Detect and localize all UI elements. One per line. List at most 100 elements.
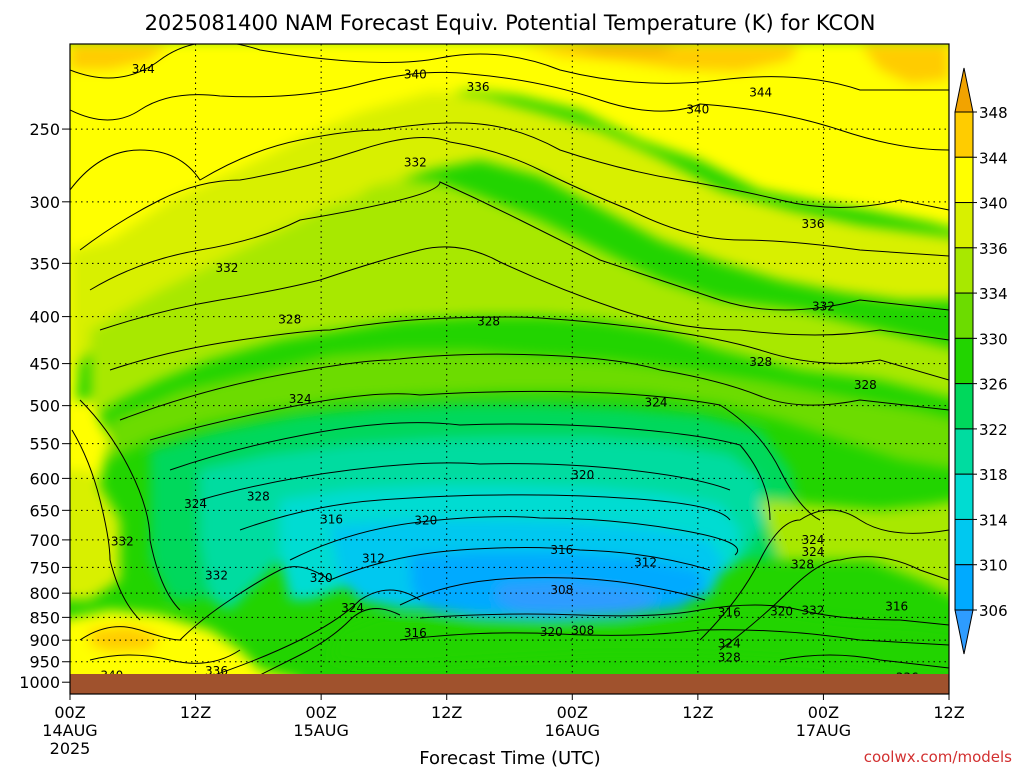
contour-label: 324 <box>184 497 207 511</box>
y-tick-label: 500 <box>29 397 60 416</box>
colorbar-swatch <box>954 473 974 520</box>
band-top-amber <box>560 44 680 52</box>
x-tick-label: 12Z <box>431 703 462 722</box>
contour-label: 320 <box>414 514 437 528</box>
contour-line <box>70 44 949 91</box>
contour-line <box>399 577 706 606</box>
contour-line <box>289 516 738 561</box>
colorbar-tick-label: 306 <box>979 602 1008 620</box>
colorbar-tick-label: 334 <box>979 285 1008 303</box>
contour-label: 328 <box>718 651 741 665</box>
contour-line <box>329 547 711 581</box>
x-tick-label: 00Z <box>808 703 839 722</box>
contour-line <box>419 604 949 626</box>
band-green <box>110 350 949 469</box>
x-tick-year-label: 2025 <box>50 739 91 758</box>
contour-line <box>79 137 949 257</box>
contour-label: 332 <box>404 156 427 170</box>
contour-line <box>71 429 141 621</box>
contour-label: 336 <box>802 217 825 231</box>
contour-label: 344 <box>132 62 155 76</box>
colorbar-tick-label: 330 <box>979 330 1008 348</box>
colorbar-swatch <box>954 428 974 475</box>
contour-label: 340 <box>404 67 427 81</box>
credit-text: coolwx.com/models <box>864 748 1012 766</box>
y-tick-label: 250 <box>29 120 60 139</box>
contour-lines <box>70 44 949 691</box>
band-low-orange <box>90 626 160 652</box>
contour-label: 324 <box>645 395 668 409</box>
x-tick-date-label: 14AUG <box>42 721 97 740</box>
x-tick-label: 00Z <box>557 703 588 722</box>
contour-label: 308 <box>571 623 594 637</box>
y-tick-label: 600 <box>29 469 60 488</box>
contour-label: 316 <box>718 606 741 620</box>
contour-label: 332 <box>802 603 825 617</box>
colorbar-swatch <box>954 337 974 385</box>
x-tick-label: 00Z <box>54 703 85 722</box>
y-tick-label: 300 <box>29 193 60 212</box>
contour-label: 324 <box>341 601 364 615</box>
colorbar-swatch <box>954 247 974 294</box>
colorbar-swatch <box>954 202 974 249</box>
contour-line <box>99 246 949 341</box>
contour-label: 312 <box>362 551 385 565</box>
x-tick-label: 00Z <box>305 703 336 722</box>
contour-label: 332 <box>812 299 835 313</box>
colorbar-tick-label: 322 <box>979 421 1008 439</box>
contour-line <box>119 353 949 421</box>
contour-label: 308 <box>550 583 573 597</box>
y-axis: 250 300 350 400 450 500 550 600 650 700 750 800 850 9… <box>19 120 70 692</box>
x-tick-label: 12Z <box>933 703 964 722</box>
colorbar-swatch <box>954 292 974 339</box>
y-tick-label: 950 <box>29 653 60 672</box>
colorbar-tick-label: 314 <box>979 511 1008 529</box>
contour-line <box>70 71 949 151</box>
contour-label: 320 <box>571 468 594 482</box>
contour-label: 328 <box>247 490 270 504</box>
x-tick-date-label: 17AUG <box>796 721 851 740</box>
contour-label: 316 <box>320 512 343 526</box>
contour-label: 332 <box>111 535 134 549</box>
ground-layer <box>70 674 949 694</box>
contour-label: 340 <box>686 102 709 116</box>
colorbar-swatch <box>954 111 974 158</box>
colorbar-top-arrow <box>954 67 974 113</box>
band-mid-green <box>90 180 949 420</box>
contour-line <box>199 589 421 681</box>
x-tick-label: 12Z <box>682 703 713 722</box>
contour-label: 316 <box>404 626 427 640</box>
colorbar-tick-label: 344 <box>979 149 1008 167</box>
contour-label: 332 <box>216 261 239 275</box>
contour-line <box>169 422 771 521</box>
y-tick-label: 750 <box>29 558 60 577</box>
contour-label: 332 <box>205 568 228 582</box>
contour-line <box>719 556 949 651</box>
band-upper-yellow <box>70 44 949 430</box>
contour-line <box>779 654 949 669</box>
contour-label: 324 <box>718 637 741 651</box>
band-upper-lime <box>70 92 949 380</box>
y-tick-label: 900 <box>29 631 60 650</box>
colorbar-tick-label: 310 <box>979 557 1008 575</box>
colorbar-tick-label: 326 <box>979 376 1008 394</box>
colorbar-swatch <box>954 383 974 430</box>
band-deep-blue <box>495 582 660 614</box>
contour-label: 336 <box>467 80 490 94</box>
contour-line <box>89 649 241 664</box>
band-top-orange <box>70 44 949 84</box>
colorbar-tick-label: 340 <box>979 195 1008 213</box>
contour-label: 324 <box>289 392 312 406</box>
contour-line <box>149 390 821 521</box>
contour-line <box>699 509 949 641</box>
contour-line <box>229 608 401 691</box>
band-right-low-lime <box>760 500 949 595</box>
y-tick-label: 450 <box>29 355 60 374</box>
contour-label: 316 <box>885 599 908 613</box>
grid-lines <box>70 44 949 694</box>
contour-line <box>79 566 331 641</box>
x-tick-date-label: 16AUG <box>545 721 600 740</box>
